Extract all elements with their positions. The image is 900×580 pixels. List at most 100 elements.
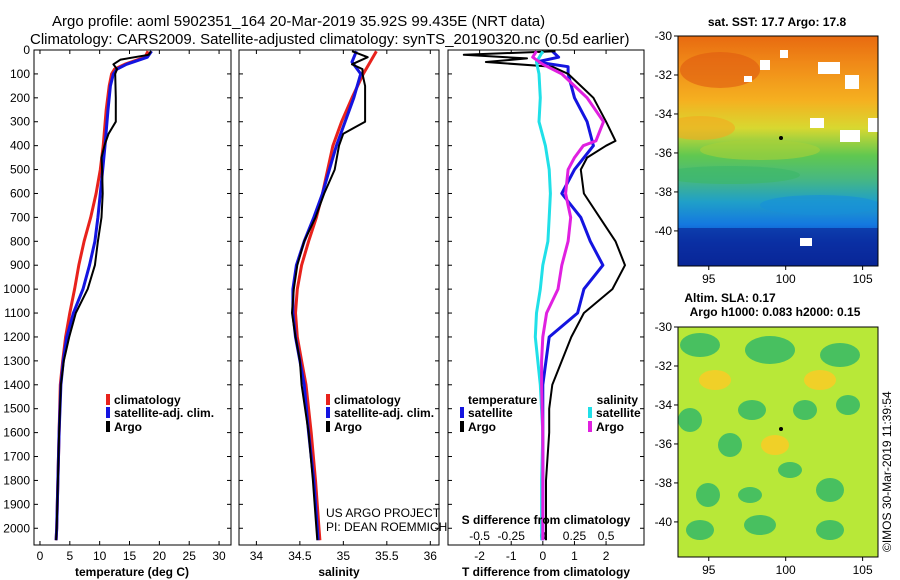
sst-map-frame: [677, 35, 879, 267]
legend-swatch-sal-satellite: [588, 407, 592, 418]
x-tick-label: 0: [37, 549, 44, 563]
difference-panel: [447, 49, 645, 546]
map-y-tick-label: -40: [655, 515, 673, 529]
float-position-marker: [779, 136, 783, 140]
sla-map-title: Altim. SLA: 0.17: [684, 291, 776, 305]
map-x-tick-label: 95: [702, 563, 716, 577]
x-tick-label: 34: [250, 549, 264, 563]
depth-tick-label: 2000: [3, 521, 30, 535]
temperature-panel: [33, 49, 232, 546]
depth-tick-label: 1300: [3, 354, 30, 368]
map-x-tick-label: 105: [853, 563, 873, 577]
depth-tick-label: 1600: [3, 426, 30, 440]
x-tick-label: -2: [474, 549, 485, 563]
series-line-temperature-argo: [462, 50, 626, 541]
salinity-legend: climatology satellite-adj. clim. Argo: [326, 393, 434, 434]
map-y-tick-label: -40: [655, 224, 673, 238]
depth-tick-label: 500: [10, 163, 30, 177]
x-tick-label: 35: [337, 549, 351, 563]
depth-tick-label: 100: [10, 67, 30, 81]
depth-tick-label: 700: [10, 210, 30, 224]
x-tick-label: 0: [539, 549, 546, 563]
project-credit-line2: PI: DEAN ROEMMICH: [326, 520, 447, 534]
sdiff-tick-label: 0.25: [563, 529, 587, 543]
legend-label-temp-satellite: satellite: [468, 406, 513, 420]
map-y-tick-label: -38: [655, 476, 673, 490]
legend-label-satellite: satellite-adj. clim.: [334, 406, 434, 420]
series-line-climatology: [54, 50, 150, 541]
x-tick-label: 10: [93, 549, 107, 563]
tdiff-xlabel: T difference from climatology: [462, 565, 630, 579]
depth-tick-label: 1200: [3, 330, 30, 344]
depth-tick-label: 400: [10, 139, 30, 153]
depth-tick-label: 1700: [3, 450, 30, 464]
legend-swatch-climatology: [326, 394, 330, 405]
legend-swatch-argo: [106, 421, 110, 432]
map-x-tick-label: 100: [776, 272, 796, 286]
legend-label-argo: Argo: [334, 420, 362, 434]
depth-tick-label: 1100: [4, 306, 30, 320]
figure-title-line2: Climatology: CARS2009. Satellite-adjuste…: [30, 31, 629, 48]
float-position-marker: [779, 427, 783, 431]
salinity-panel: [238, 49, 440, 546]
map-y-tick-label: -34: [655, 107, 673, 121]
map-y-tick-label: -32: [655, 359, 673, 373]
map-x-tick-label: 95: [702, 272, 716, 286]
sst-map-texture: [678, 50, 878, 266]
x-tick-label: 1: [571, 549, 578, 563]
depth-tick-label: 1800: [3, 473, 30, 487]
depth-tick-label: 1000: [3, 282, 30, 296]
depth-tick-label: 900: [10, 258, 30, 272]
legend-label-sal-satellite: satellite: [596, 406, 641, 420]
map-x-tick-label: 100: [776, 563, 796, 577]
sdiff-tick-label: 0.5: [598, 529, 615, 543]
x-tick-label: 36: [424, 549, 438, 563]
x-tick-label: 35.5: [375, 549, 399, 563]
legend-label-temp-argo: Argo: [468, 420, 496, 434]
legend-label-climatology: climatology: [334, 393, 401, 407]
figure-title-line1: Argo profile: aoml 5902351_164 20-Mar-20…: [52, 13, 545, 30]
imos-credit: ©IMOS 30-Mar-2019 11:39:54: [880, 391, 894, 552]
legend-swatch-satellite: [106, 407, 110, 418]
legend-swatch-argo: [326, 421, 330, 432]
map-y-tick-label: -38: [655, 185, 673, 199]
sla-map-texture: [678, 333, 860, 540]
legend-swatch-climatology: [106, 394, 110, 405]
x-tick-label: 2: [603, 549, 610, 563]
legend-swatch-satellite: [326, 407, 330, 418]
sdiff-tick-label: -0.25: [498, 529, 526, 543]
legend-swatch-temp-satellite: [460, 407, 464, 418]
sla-map-frame: [677, 326, 879, 558]
project-credit-line1: US ARGO PROJECT: [326, 506, 441, 520]
series-line-climatology: [294, 50, 378, 541]
depth-tick-label: 1500: [3, 402, 30, 416]
sdiff-tick-label: -0.5: [469, 529, 490, 543]
salinity-xlabel: salinity: [318, 565, 360, 579]
series-line-satellite-adj-clim-: [291, 50, 363, 541]
sst-map-title: sat. SST: 17.7 Argo: 17.8: [708, 15, 847, 29]
legend-label-satellite: satellite-adj. clim.: [114, 406, 214, 420]
x-tick-label: 25: [183, 549, 197, 563]
sst-map: [677, 35, 879, 267]
temperature-xlabel: temperature (deg C): [75, 565, 189, 579]
x-tick-label: 20: [153, 549, 167, 563]
depth-tick-label: 300: [10, 115, 30, 129]
map-y-tick-label: -32: [655, 68, 673, 82]
map-y-tick-label: -30: [655, 320, 673, 334]
x-tick-label: 5: [66, 549, 73, 563]
depth-tick-label: 200: [10, 91, 30, 105]
series-line-argo: [291, 50, 369, 541]
depth-tick-label: 600: [10, 186, 30, 200]
map-y-tick-label: -30: [655, 29, 673, 43]
map-y-tick-label: -34: [655, 398, 673, 412]
depth-tick-label: 0: [23, 43, 30, 57]
series-line-salinity-argo: [531, 50, 605, 541]
map-x-tick-label: 105: [853, 272, 873, 286]
x-tick-label: -1: [506, 549, 517, 563]
legend-swatch-sal-argo: [588, 421, 592, 432]
x-tick-label: 34.5: [288, 549, 312, 563]
map-y-tick-label: -36: [655, 146, 673, 160]
temperature-legend: climatology satellite-adj. clim. Argo: [106, 393, 214, 434]
sla-map-subtitle: Argo h1000: 0.083 h2000: 0.15: [690, 305, 861, 319]
